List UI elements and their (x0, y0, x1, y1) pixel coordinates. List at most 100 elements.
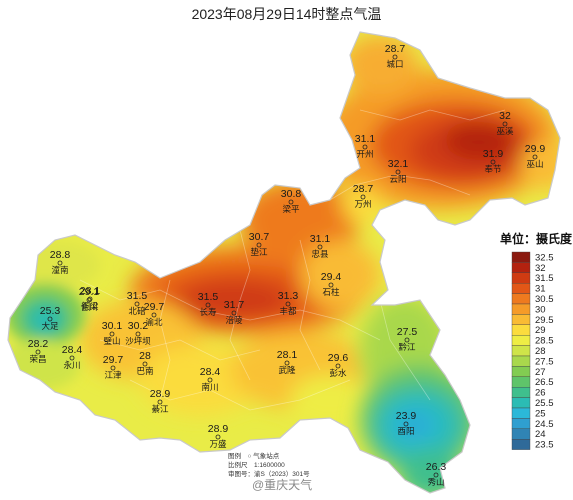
legend-swatch (511, 335, 531, 346)
legend-label: 30.5 (535, 294, 554, 305)
station-云阳: 32.1 云阳 (388, 158, 409, 184)
station-dot-icon (86, 297, 92, 303)
legend-label: 28.5 (535, 336, 554, 347)
legend-label: 25.5 (535, 398, 554, 409)
legend-label: 32 (535, 263, 546, 274)
station-temperature: 27.5 (397, 326, 418, 338)
station-temperature: 31.1 (355, 133, 376, 145)
station-name: 綦江 (151, 404, 169, 414)
station-綦江: 28.9 綦江 (150, 388, 171, 414)
station-temperature: 29.7 (144, 301, 165, 313)
station-temperature: 31.1 (310, 233, 331, 245)
station-name: 璧山 (103, 336, 120, 346)
station-南川: 28.4 南川 (200, 366, 221, 392)
legend-label: 28 (535, 346, 546, 357)
station-name: 万盛 (209, 439, 227, 449)
station-name: 沙坪坝 (125, 336, 151, 346)
station-长寿: 31.5 长寿 (198, 291, 219, 317)
station-石柱: 29.4 石柱 (321, 271, 342, 297)
station-dot-icon (502, 121, 508, 127)
station-dot-icon (360, 194, 366, 200)
legend-swatch (511, 345, 531, 357)
station-temperature: 28.1 (277, 349, 298, 361)
station-temperature: 28.9 (150, 388, 171, 400)
legend-title: 单位：摄氏度 (500, 232, 573, 246)
legend-label: 25 (535, 408, 546, 419)
station-武隆: 28.1 武隆 (277, 349, 298, 375)
legend-swatch (511, 293, 531, 305)
station-temperature: 31.5 (127, 290, 148, 302)
station-temperature: 30.7 (249, 231, 270, 243)
legend-swatch (511, 251, 531, 263)
station-temperature: 23.9 (396, 410, 417, 422)
station-temperature: 26.3 (426, 461, 447, 473)
notes-scale-line: 比例尺 1:1600000 (228, 462, 285, 469)
legend-swatch (511, 262, 531, 273)
legend-label: 26.5 (535, 377, 554, 388)
station-dot-icon (392, 54, 398, 60)
station-dot-icon (109, 331, 115, 337)
station-temperature: 31.7 (224, 299, 245, 311)
legend-swatch (511, 428, 531, 440)
station-dot-icon (69, 355, 75, 361)
legend-swatch (511, 314, 531, 325)
station-temperature: 29.7 (103, 354, 124, 366)
station-dot-icon (328, 282, 334, 288)
station-垫江: 30.7 垫江 (249, 231, 270, 257)
station-name: 武隆 (278, 365, 296, 375)
notes-approval-line: 审图号：渝S（2023）301号 (228, 471, 310, 478)
legend-label: 23.5 (535, 440, 554, 451)
station-temperature: 31.3 (278, 290, 299, 302)
station-璧山: 30.1 璧山 (102, 320, 123, 346)
legend-label: 30 (535, 304, 546, 315)
station-temperature: 28.4 (62, 344, 83, 356)
legend-swatch (511, 366, 531, 377)
station-name: 黔江 (398, 342, 416, 352)
station-dot-icon (35, 349, 41, 355)
station-temperature: 28.1 (80, 285, 101, 297)
station-dot-icon (215, 434, 221, 440)
station-dot-icon (157, 399, 163, 405)
station-name: 铜梁 (81, 301, 99, 311)
station-万盛: 28.9 万盛 (208, 423, 229, 449)
station-dot-icon (135, 331, 141, 337)
station-涪陵: 31.7 涪陵 (224, 299, 245, 325)
station-合川: 29.1 合川 (79, 286, 100, 312)
station-dot-icon (395, 169, 401, 175)
station-name: 梁平 (282, 204, 300, 214)
station-name: 江津 (104, 370, 122, 380)
station-temperature: 30.2 (128, 320, 149, 332)
station-dot-icon (151, 312, 157, 318)
legend-label: 29.5 (535, 315, 554, 326)
station-沙坪坝: 30.2 沙坪坝 (125, 320, 151, 346)
map-notes: 图例 ○ 气象站点 比例尺 1:1600000 审图号：渝S（2023）301号 (228, 452, 310, 479)
station-temperature: 28.2 (28, 338, 49, 350)
station-秀山: 26.3 秀山 (426, 461, 447, 487)
station-temperature: 29.9 (525, 143, 546, 155)
legend-swatch (511, 324, 531, 336)
station-name: 北碚 (128, 306, 146, 316)
station-temperature: 29.6 (328, 352, 349, 364)
station-name: 荣昌 (29, 354, 46, 364)
station-temperature: 29.1 (79, 286, 100, 298)
station-永川: 28.4 永川 (62, 344, 83, 370)
station-name: 城口 (386, 59, 403, 69)
color-legend: 32.53231.53130.53029.52928.52827.52726.5… (511, 251, 554, 451)
station-dot-icon (362, 144, 368, 150)
station-dot-icon (403, 421, 409, 427)
station-dot-icon (110, 365, 116, 371)
station-name: 合川 (80, 302, 97, 312)
station-name: 开州 (356, 149, 373, 159)
station-name: 云阳 (389, 174, 406, 184)
station-巫山: 29.9 巫山 (525, 143, 546, 169)
legend-swatch (511, 303, 531, 315)
legend-label: 31 (535, 284, 546, 295)
station-dot-icon (317, 244, 323, 250)
station-name: 秀山 (427, 477, 444, 487)
station-dot-icon (57, 260, 63, 266)
station-巫溪: 32 巫溪 (496, 110, 514, 136)
station-temperature: 28.7 (353, 183, 374, 195)
district-lines (79, 109, 506, 411)
